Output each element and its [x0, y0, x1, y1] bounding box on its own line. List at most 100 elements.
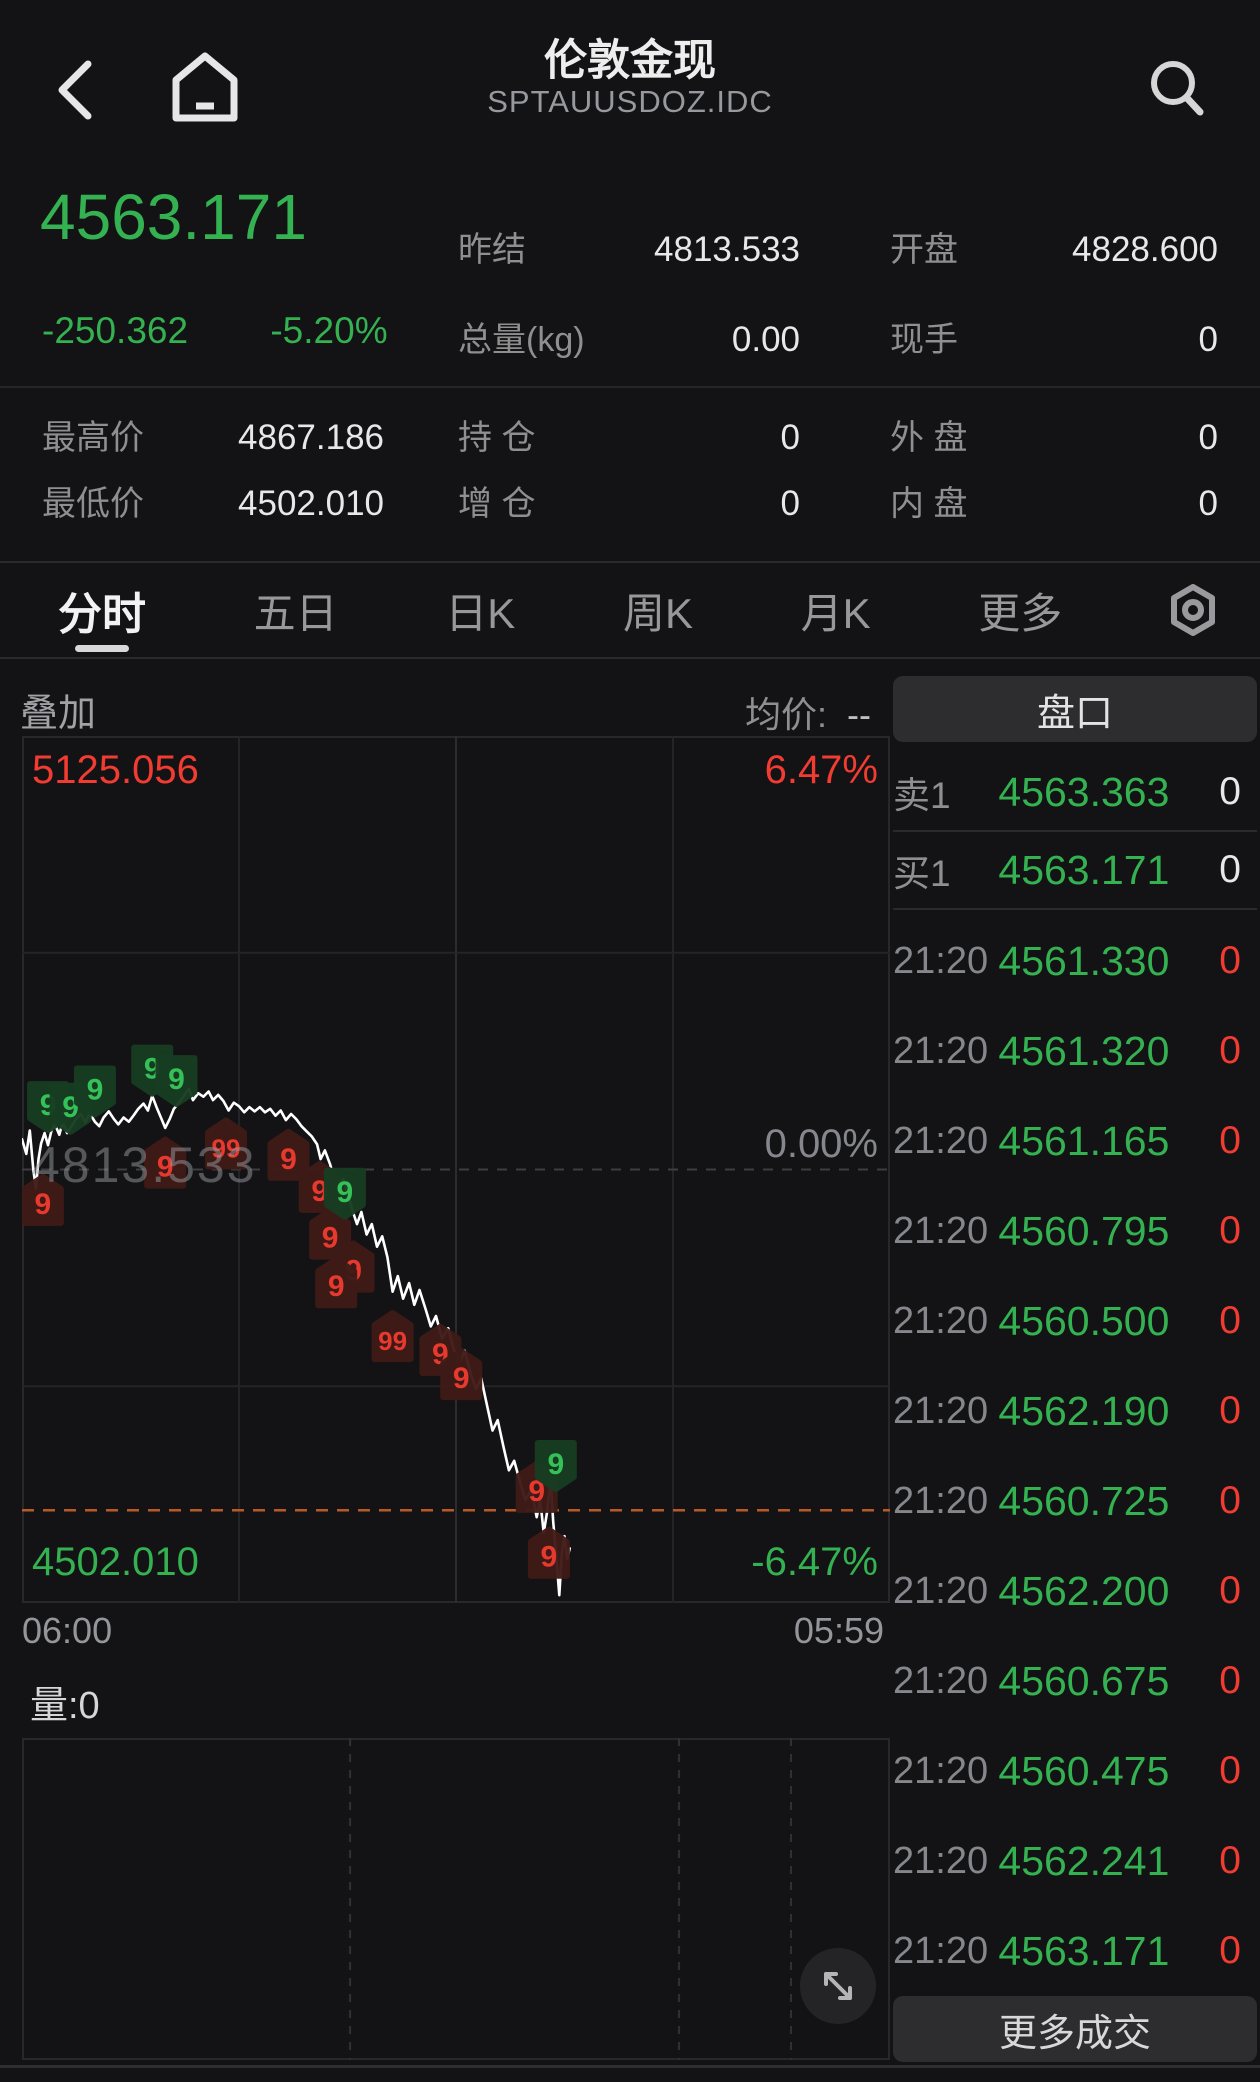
- marker-count: 9: [328, 1270, 345, 1303]
- price-change: -250.362: [42, 310, 189, 351]
- trade-time: 21:20: [893, 1119, 989, 1162]
- trade-row[interactable]: 21:20 4560.725 0: [893, 1456, 1257, 1546]
- divider: [0, 386, 1260, 388]
- trade-time: 21:20: [893, 1839, 989, 1882]
- tab-fenshi[interactable]: 分时: [58, 562, 146, 658]
- back-icon[interactable]: [54, 58, 98, 122]
- trade-price: 4561.165: [998, 1117, 1170, 1164]
- news-marker-red[interactable]: 9: [22, 1173, 64, 1226]
- buy-1-row[interactable]: 买1 4563.171 0: [893, 846, 1241, 895]
- trade-qty: 0: [1219, 1209, 1241, 1252]
- volume-border: [22, 1738, 890, 2060]
- trade-qty: 0: [1219, 1479, 1241, 1522]
- news-marker-red[interactable]: 99: [371, 1309, 414, 1362]
- sell-1-row[interactable]: 卖1 4563.363 0: [893, 768, 1241, 817]
- trade-time: 21:20: [893, 1929, 989, 1972]
- chart-low-pct: -6.47%: [751, 1540, 878, 1584]
- tab-more[interactable]: 更多: [978, 589, 1063, 637]
- news-marker-green[interactable]: 9: [73, 1065, 116, 1118]
- marker-count: 99: [212, 1133, 241, 1163]
- expand-icon: [824, 1972, 852, 2000]
- trade-price: 4561.330: [998, 937, 1170, 984]
- trade-time: 21:20: [893, 1749, 989, 1792]
- trade-row[interactable]: 21:20 4560.500 0: [893, 1276, 1257, 1366]
- trade-qty: 0: [1219, 1569, 1241, 1612]
- order-panel: 盘口 卖1 4563.363 0 买1 4563.171 0 21:20 4561…: [893, 676, 1257, 2062]
- marker-shape: [527, 1526, 570, 1579]
- trade-row[interactable]: 21:20 4560.675 0: [893, 1636, 1257, 1726]
- marker-shape: [315, 1256, 358, 1309]
- marker-count: 9: [157, 1151, 174, 1184]
- news-marker-green[interactable]: 9: [534, 1440, 577, 1493]
- trade-row[interactable]: 21:20 4562.190 0: [893, 1366, 1257, 1456]
- trade-qty: 0: [1219, 1929, 1241, 1972]
- marker-count: 9: [168, 1063, 185, 1096]
- trade-list: 21:20 4561.330 0 21:20 4561.320 0 21:20 4561.16…: [893, 916, 1257, 1996]
- news-marker-green[interactable]: 9: [323, 1167, 366, 1220]
- trade-price: 4560.675: [998, 1657, 1170, 1704]
- home-icon[interactable]: [168, 50, 242, 124]
- news-marker-red[interactable]: 9: [267, 1128, 310, 1181]
- trade-price: 4560.795: [998, 1207, 1170, 1254]
- marker-count: 9: [280, 1143, 297, 1176]
- stat-prev-settle: 昨结 4813.533: [458, 230, 800, 269]
- chart-high-pct: 6.47%: [764, 748, 878, 792]
- trade-row[interactable]: 21:20 4563.171 0: [893, 1906, 1257, 1996]
- pankou-button[interactable]: 盘口: [893, 676, 1257, 742]
- news-marker-red[interactable]: 9: [309, 1207, 352, 1260]
- price-line: [22, 1087, 572, 1597]
- trade-time: 21:20: [893, 1299, 989, 1342]
- trade-row[interactable]: 21:20 4562.200 0: [893, 1546, 1257, 1636]
- news-marker-red[interactable]: 9: [527, 1526, 570, 1579]
- marker-count: 9: [541, 1541, 558, 1574]
- trade-time: 21:20: [893, 1209, 989, 1252]
- price-change-row: -250.362 -5.20%: [42, 310, 388, 352]
- trade-row[interactable]: 21:20 4561.330 0: [893, 916, 1257, 1006]
- trade-row[interactable]: 21:20 4560.475 0: [893, 1726, 1257, 1816]
- news-marker-green[interactable]: 9: [155, 1055, 198, 1108]
- stat-inner: 内 盘 0: [890, 484, 1218, 523]
- trade-price: 4560.475: [998, 1747, 1170, 1794]
- trade-price: 4562.200: [998, 1567, 1170, 1614]
- chart-high-price: 5125.056: [32, 748, 199, 792]
- marker-count: 9: [322, 1222, 339, 1255]
- trade-price: 4560.725: [998, 1477, 1170, 1524]
- marker-shape: [73, 1065, 116, 1118]
- last-price: 4563.171: [40, 181, 307, 253]
- marker-shape: [155, 1055, 198, 1108]
- trade-row[interactable]: 21:20 4560.795 0: [893, 1186, 1257, 1276]
- stat-high: 最高价 4867.186: [42, 418, 384, 457]
- gear-icon[interactable]: [1170, 584, 1216, 636]
- tab-daily-k[interactable]: 日K: [445, 589, 516, 637]
- marker-shape: [22, 1173, 64, 1226]
- stat-low: 最低价 4502.010: [42, 484, 384, 523]
- more-trades-button[interactable]: 更多成交: [893, 1996, 1257, 2062]
- news-marker-red[interactable]: 9: [315, 1256, 358, 1309]
- tab-monthly-k[interactable]: 月K: [800, 589, 871, 637]
- tab-weekly-k[interactable]: 周K: [622, 589, 693, 637]
- search-icon[interactable]: [1142, 54, 1214, 126]
- trade-qty: 0: [1219, 1749, 1241, 1792]
- marker-count: 9: [453, 1362, 470, 1395]
- page-title: 伦敦金现: [544, 37, 716, 85]
- chart-low-price: 4502.010: [32, 1540, 199, 1584]
- trade-row[interactable]: 21:20 4561.165 0: [893, 1096, 1257, 1186]
- price-change-pct: -5.20%: [270, 310, 388, 351]
- tab-five-day[interactable]: 五日: [253, 589, 338, 637]
- trade-row[interactable]: 21:20 4562.241 0: [893, 1816, 1257, 1906]
- trade-qty: 0: [1219, 1389, 1241, 1432]
- trade-price: 4560.500: [998, 1297, 1170, 1344]
- trade-time: 21:20: [893, 1569, 989, 1612]
- news-marker-red[interactable]: 9: [144, 1136, 187, 1189]
- trade-qty: 0: [1219, 939, 1241, 982]
- trade-price: 4562.190: [998, 1387, 1170, 1434]
- trade-row[interactable]: 21:20 4561.320 0: [893, 1006, 1257, 1096]
- marker-count: 9: [337, 1176, 354, 1209]
- news-marker-red[interactable]: 9: [440, 1348, 483, 1401]
- overlay-button[interactable]: 叠加: [20, 693, 97, 735]
- expand-chart-button[interactable]: [800, 1948, 876, 2024]
- news-marker-red[interactable]: 99: [204, 1117, 247, 1170]
- trade-price: 4562.241: [998, 1837, 1170, 1884]
- intraday-chart[interactable]: 9999999999999999999999: [22, 736, 890, 1603]
